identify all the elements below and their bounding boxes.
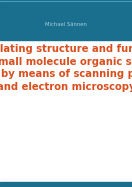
Bar xyxy=(0,0,132,40)
Text: Michael Sännen: Michael Sännen xyxy=(45,22,87,27)
Bar xyxy=(0,182,132,187)
Text: Correlating structure and function
in small molecule organic solar
cells by mean: Correlating structure and function in sm… xyxy=(0,44,132,92)
